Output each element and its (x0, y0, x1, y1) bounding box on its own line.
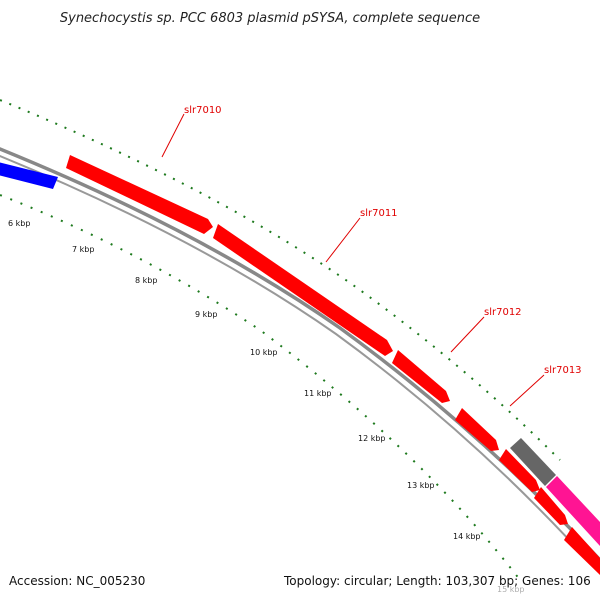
gene-arrow[interactable] (455, 408, 499, 451)
gene-arrow[interactable] (213, 224, 393, 356)
sequence-summary: Topology: circular; Length: 103,307 bp; … (284, 574, 591, 588)
kbp-tick-label: 9 kbp (195, 310, 217, 319)
map-title: Synechocystis sp. PCC 6803 plasmid pSYSA… (60, 11, 480, 26)
gene-label: slr7012 (484, 307, 522, 318)
kbp-tick-label: 6 kbp (8, 219, 30, 228)
gene-label: slr7013 (544, 365, 582, 376)
backbone-outer (0, 147, 600, 562)
leader-line-slr7012 (450, 316, 485, 353)
kbp-tick-label: 12 kbp (358, 434, 386, 443)
outer-dotted-scale (0, 99, 561, 461)
leader-line-slr7011 (325, 217, 361, 263)
gene-arrow[interactable] (66, 155, 213, 234)
backbone-inner (0, 154, 596, 569)
gene-arrow[interactable] (499, 449, 540, 492)
kbp-tick-label: 13 kbp (407, 481, 435, 490)
leader-line-slr7013 (509, 374, 545, 407)
gene-magenta[interactable] (546, 476, 600, 546)
gene-arrow[interactable] (392, 350, 450, 403)
inner-dotted-scale (0, 194, 521, 581)
kbp-tick-label: 11 kbp (304, 389, 332, 398)
gene-label: slr7010 (184, 105, 222, 116)
kbp-tick-label: 10 kbp (250, 348, 278, 357)
kbp-tick-label: 7 kbp (72, 245, 94, 254)
gene-arrow[interactable] (534, 487, 568, 525)
kbp-tick-label: 15 kbp (497, 585, 525, 594)
kbp-tick-label: 8 kbp (135, 276, 157, 285)
accession-label: Accession: NC_005230 (9, 574, 146, 588)
gene-blue-left[interactable] (0, 160, 58, 189)
gene-arrow[interactable] (564, 527, 600, 575)
gene-label: slr7011 (360, 208, 398, 219)
kbp-tick-label: 14 kbp (453, 532, 481, 541)
leader-line-slr7010 (161, 113, 185, 158)
gene-gray[interactable] (510, 438, 556, 486)
